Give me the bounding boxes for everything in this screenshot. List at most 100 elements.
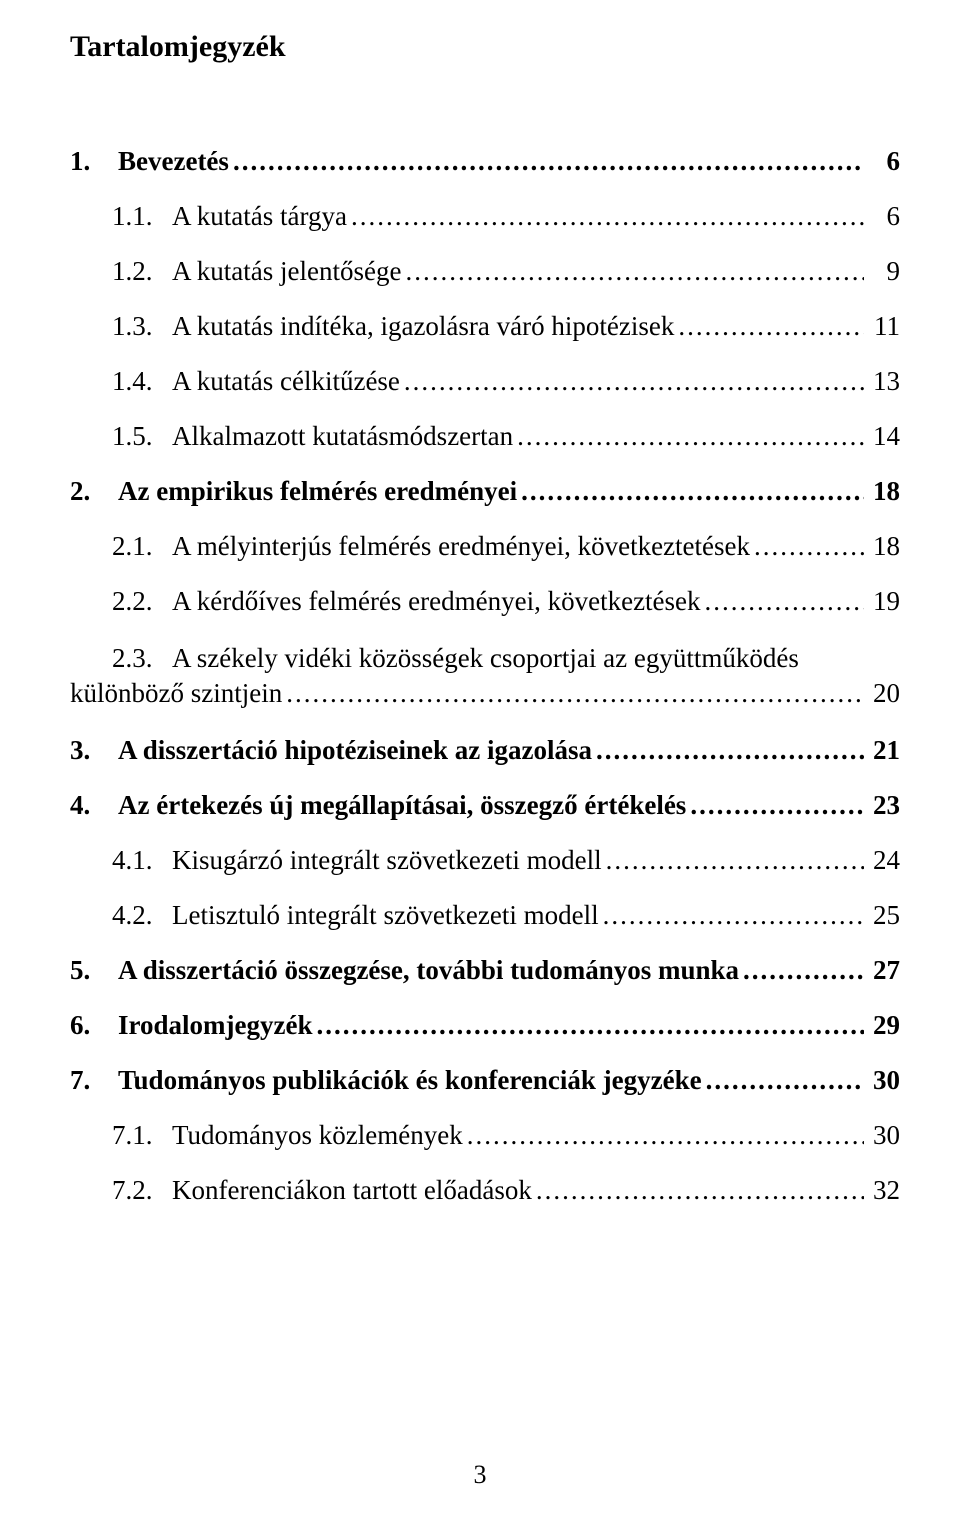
toc-entry-title: Bevezetés: [118, 148, 229, 175]
toc-entry-page: 25: [864, 902, 900, 929]
toc-entry-number: 1.: [70, 148, 118, 175]
toc-entry-title: Kisugárzó integrált szövetkezeti modell: [172, 847, 602, 874]
toc-leader-dots: [282, 678, 864, 709]
toc-entry-number: 7.2.: [112, 1177, 172, 1204]
toc-leader-dots: [401, 258, 864, 285]
toc-entry-page: 6: [864, 148, 900, 175]
toc-leader-dots: [347, 203, 864, 230]
toc-entry: 1.5.Alkalmazott kutatásmódszertan 14: [112, 409, 900, 464]
page-number-footer: 3: [0, 1460, 960, 1490]
toc-entry-number: 1.4.: [112, 368, 172, 395]
toc-leader-dots: [592, 737, 864, 764]
toc-entry: 4.1.Kisugárzó integrált szövetkezeti mod…: [112, 833, 900, 888]
toc-entry-page: 6: [864, 203, 900, 230]
toc-entry: 7.2.Konferenciákon tartott előadások 32: [112, 1163, 900, 1218]
toc-entry-page: 24: [864, 847, 900, 874]
toc-entry: 7.1.Tudományos közlemények 30: [112, 1108, 900, 1163]
toc-entry-number: 1.5.: [112, 423, 172, 450]
toc-leader-dots: [701, 588, 864, 615]
toc-entry-title: Tudományos közlemények: [172, 1122, 463, 1149]
toc-entry-page: 18: [864, 478, 900, 505]
toc-entry-number: 2.1.: [112, 533, 172, 560]
toc-entry-title: A kutatás célkitűzése: [172, 368, 400, 395]
toc-entry-title: Tudományos publikációk és konferenciák j…: [118, 1067, 702, 1094]
toc-entry-page: 21: [864, 737, 900, 764]
toc-leader-dots: [400, 368, 864, 395]
toc-entry-title: A disszertáció hipotéziseinek az igazolá…: [118, 737, 592, 764]
toc-leader-dots: [702, 1067, 864, 1094]
toc-entry-number: 1.2.: [112, 258, 172, 285]
toc-leader-dots: [513, 423, 864, 450]
toc-leader-dots: [463, 1122, 864, 1149]
toc-entry-title: A kutatás indítéka, igazolásra váró hipo…: [172, 313, 674, 340]
toc-entry-title: A székely vidéki közösségek csoportjai a…: [172, 643, 799, 673]
toc-leader-dots: [517, 478, 864, 505]
toc-entry-title: A kutatás tárgya: [172, 203, 347, 230]
toc-leader-dots: [750, 533, 864, 560]
toc-entry-title: A kérdőíves felmérés eredményei, követke…: [172, 588, 701, 615]
toc-entry: 1.1.A kutatás tárgya 6: [112, 189, 900, 244]
toc-entry-page: 9: [864, 258, 900, 285]
toc-list: 1.Bevezetés61.1.A kutatás tárgya61.2.A k…: [70, 134, 900, 1218]
toc-entry-number: 4.: [70, 792, 118, 819]
toc-entry: 1.4.A kutatás célkitűzése 13: [112, 354, 900, 409]
toc-entry-number: 2.2.: [112, 588, 172, 615]
toc-entry-number: 1.1.: [112, 203, 172, 230]
toc-entry: 3.A disszertáció hipotéziseinek az igazo…: [70, 723, 900, 778]
toc-entry: 4.2.Letisztuló integrált szövetkezeti mo…: [112, 888, 900, 943]
toc-entry-page: 32: [864, 1177, 900, 1204]
toc-entry: 6.Irodalomjegyzék 29: [70, 998, 900, 1053]
toc-entry-number: 2.: [70, 478, 118, 505]
toc-entry: 2.Az empirikus felmérés eredményei 18: [70, 464, 900, 519]
toc-leader-dots: [532, 1177, 864, 1204]
toc-entry-line2: különböző szintjein 20: [70, 674, 900, 723]
toc-leader-dots: [229, 148, 864, 175]
toc-leader-dots: [599, 902, 864, 929]
toc-entry-number: 5.: [70, 957, 118, 984]
toc-entry: 2.1.A mélyinterjús felmérés eredményei, …: [112, 519, 900, 574]
toc-entry-number: 1.3.: [112, 313, 172, 340]
toc-entry-number: 2.3.: [112, 643, 172, 674]
toc-leader-dots: [312, 1012, 864, 1039]
toc-entry: 5.A disszertáció összegzése, további tud…: [70, 943, 900, 998]
toc-entry-title: Letisztuló integrált szövetkezeti modell: [172, 902, 599, 929]
toc-entry-title: Irodalomjegyzék: [118, 1012, 312, 1039]
toc-entry-page: 14: [864, 423, 900, 450]
toc-entry: 1.2.A kutatás jelentősége 9: [112, 244, 900, 299]
toc-entry-number: 7.1.: [112, 1122, 172, 1149]
toc-entry-title: A disszertáció összegzése, további tudom…: [118, 957, 739, 984]
toc-entry: 1.Bevezetés 6: [70, 134, 900, 189]
toc-entry-title: A kutatás jelentősége: [172, 258, 401, 285]
toc-entry-number: 4.2.: [112, 902, 172, 929]
toc-heading: Tartalomjegyzék: [70, 30, 900, 64]
toc-entry-number: 6.: [70, 1012, 118, 1039]
toc-entry-page: 11: [864, 313, 900, 340]
toc-leader-dots: [739, 957, 864, 984]
toc-entry-page: 23: [864, 792, 900, 819]
toc-leader-dots: [686, 792, 864, 819]
toc-entry-title: Az empirikus felmérés eredményei: [118, 478, 517, 505]
toc-entry: 2.3.A székely vidéki közösségek csoportj…: [112, 629, 900, 723]
toc-entry-number: 7.: [70, 1067, 118, 1094]
toc-entry-page: 18: [864, 533, 900, 560]
toc-entry-line1: 2.3.A székely vidéki közösségek csoportj…: [112, 629, 900, 674]
toc-entry-page: 30: [864, 1122, 900, 1149]
toc-entry: 7.Tudományos publikációk és konferenciák…: [70, 1053, 900, 1108]
toc-entry-number: 4.1.: [112, 847, 172, 874]
toc-entry-title-cont: különböző szintjein: [70, 678, 282, 709]
toc-entry-number: 3.: [70, 737, 118, 764]
toc-entry: 1.3.A kutatás indítéka, igazolásra váró …: [112, 299, 900, 354]
toc-entry-page: 29: [864, 1012, 900, 1039]
toc-entry-title: Konferenciákon tartott előadások: [172, 1177, 532, 1204]
toc-entry-page: 20: [864, 678, 900, 709]
toc-entry-page: 30: [864, 1067, 900, 1094]
toc-leader-dots: [674, 313, 864, 340]
toc-entry: 4.Az értekezés új megállapításai, összeg…: [70, 778, 900, 833]
toc-entry-page: 27: [864, 957, 900, 984]
toc-entry-title: Az értekezés új megállapításai, összegző…: [118, 792, 686, 819]
toc-entry-title: Alkalmazott kutatásmódszertan: [172, 423, 513, 450]
toc-entry-title: A mélyinterjús felmérés eredményei, köve…: [172, 533, 750, 560]
toc-entry-page: 13: [864, 368, 900, 395]
toc-entry-page: 19: [864, 588, 900, 615]
toc-leader-dots: [602, 847, 864, 874]
